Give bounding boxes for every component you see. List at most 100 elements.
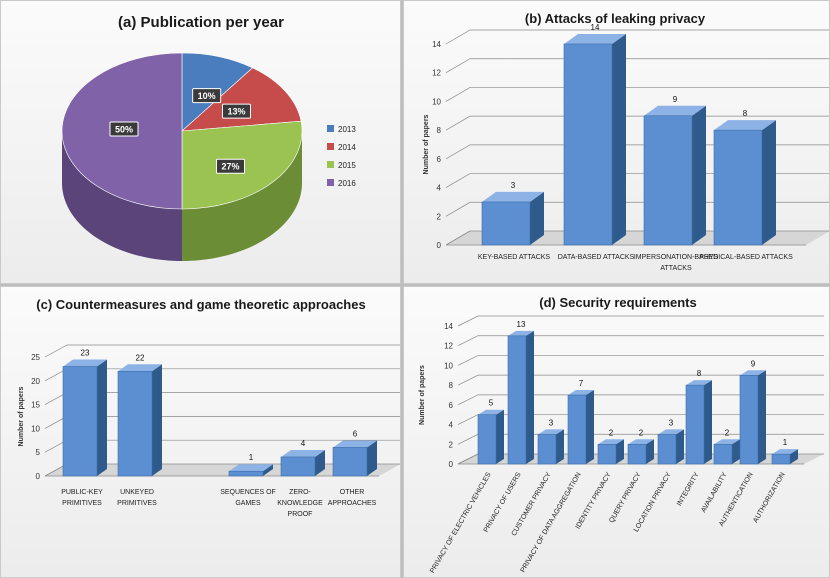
bar-privacy-of-users bbox=[507, 335, 527, 465]
y-tick-8: 8 bbox=[437, 126, 442, 135]
legend-label-2013: 2013 bbox=[338, 125, 356, 134]
category-label-other-approaches: OTHER APPROACHES bbox=[328, 489, 377, 507]
y-tick-12: 12 bbox=[444, 342, 453, 351]
data-label-customer-privacy: 3 bbox=[549, 418, 554, 427]
y-tick-10: 10 bbox=[444, 361, 453, 370]
bar-physical-based-attacks bbox=[713, 129, 763, 246]
bar-top-availability bbox=[714, 439, 740, 445]
y-tick-0: 0 bbox=[449, 460, 454, 469]
category-label-privacy-of-electric-vehicles: PRIVACY OF ELECTRIC VEHICLES bbox=[429, 471, 493, 574]
y-tick-6: 6 bbox=[449, 401, 454, 410]
data-label-authorization: 1 bbox=[783, 438, 788, 447]
bar-zero-knowledge-proof bbox=[280, 456, 316, 477]
bar-authorization bbox=[771, 453, 791, 465]
y-tick-4: 4 bbox=[449, 421, 454, 430]
panel-countermeasures: (c) Countermeasures and game theoretic a… bbox=[0, 286, 401, 578]
y-tick-6: 6 bbox=[437, 155, 442, 164]
gridline bbox=[457, 355, 824, 366]
pie-label-2015: 27% bbox=[221, 162, 239, 172]
pie-label-2014: 13% bbox=[227, 107, 245, 117]
pie-slice-2014 bbox=[181, 67, 302, 132]
bar-chart-countermeasures: (c) Countermeasures and game theoretic a… bbox=[18, 297, 400, 518]
data-label-identity-privacy: 2 bbox=[609, 428, 614, 437]
gridline bbox=[457, 374, 824, 386]
chart-title: (d) Security requirements bbox=[539, 295, 697, 310]
gridline bbox=[445, 58, 829, 74]
y-axis-label: Number of papers bbox=[18, 386, 25, 446]
bar-side-authentication bbox=[758, 370, 766, 464]
chart-title: (b) Attacks of leaking privacy bbox=[525, 11, 706, 26]
data-label-unkeyed-primitives: 22 bbox=[136, 353, 145, 362]
y-tick-12: 12 bbox=[432, 69, 441, 78]
bar-privacy-of-electric-vehicles bbox=[477, 414, 497, 465]
gridline bbox=[445, 87, 829, 102]
bar-identity-privacy bbox=[597, 443, 617, 465]
bar-top-customer-privacy bbox=[538, 429, 564, 435]
data-label-data-based-attacks: 14 bbox=[591, 23, 600, 32]
bar-top-impersonation-based-attacks bbox=[644, 105, 706, 116]
y-tick-14: 14 bbox=[444, 322, 453, 331]
bar-side-identity-privacy bbox=[616, 439, 624, 464]
category-label-availability: AVAILABILITY bbox=[700, 471, 729, 514]
bar-chart-security-requirements: (d) Security requirements02468101214Numb… bbox=[419, 295, 824, 574]
bar-integrity bbox=[685, 384, 705, 465]
category-label-privacy-of-data-aggregation: PRIVACY OF DATA AGGREGATION bbox=[520, 472, 583, 574]
data-label-integrity: 8 bbox=[697, 369, 702, 378]
category-label-impersonation-based-attacks: IMPERSONATION-BASED ATTACKS bbox=[634, 254, 718, 272]
bar-top-zero-knowledge-proof bbox=[281, 449, 325, 457]
gridline bbox=[457, 315, 824, 327]
bar-side-other-approaches bbox=[367, 440, 377, 476]
data-label-privacy-of-users: 13 bbox=[517, 320, 526, 329]
bar-top-physical-based-attacks bbox=[714, 120, 776, 131]
data-label-location-privacy: 3 bbox=[669, 418, 674, 427]
data-label-query-privacy: 2 bbox=[639, 428, 644, 437]
data-label-availability: 2 bbox=[725, 428, 730, 437]
gridline bbox=[445, 115, 829, 131]
category-label-zero-knowledge-proof: ZERO-KNOWLEDGE PROOF bbox=[277, 489, 323, 518]
y-tick-2: 2 bbox=[437, 212, 442, 221]
category-label-sequences-of-games: SEQUENCES OF GAMES bbox=[220, 489, 276, 507]
bar-side-unkeyed-primitives bbox=[152, 364, 162, 476]
gridline bbox=[445, 230, 829, 246]
legend-label-2014: 2014 bbox=[338, 143, 356, 152]
bar-query-privacy bbox=[627, 443, 647, 465]
bar-side-key-based-attacks bbox=[530, 191, 544, 245]
data-label-privacy-of-electric-vehicles: 5 bbox=[489, 399, 494, 408]
bar-unkeyed-primitives bbox=[117, 370, 153, 477]
bar-side-physical-based-attacks bbox=[762, 120, 776, 245]
bar-customer-privacy bbox=[537, 434, 557, 465]
category-label-query-privacy: QUERY PRIVACY bbox=[608, 471, 643, 524]
legend-swatch-2013 bbox=[327, 125, 334, 132]
bar-side-public-key-primitives bbox=[97, 359, 107, 476]
legend-swatch-2015 bbox=[327, 161, 334, 168]
bar-side-privacy-of-users bbox=[526, 330, 534, 464]
bar-data-based-attacks bbox=[563, 43, 613, 246]
gridline bbox=[44, 344, 400, 358]
y-tick-8: 8 bbox=[449, 381, 454, 390]
pie-label-box-2016 bbox=[109, 121, 139, 137]
pie-side-2015 bbox=[182, 131, 302, 261]
bar-other-approaches bbox=[332, 447, 368, 477]
bar-top-key-based-attacks bbox=[482, 191, 544, 202]
y-tick-5: 5 bbox=[36, 448, 41, 457]
bar-top-identity-privacy bbox=[598, 439, 624, 445]
bar-top-privacy-of-data-aggregation bbox=[568, 390, 594, 395]
y-tick-25: 25 bbox=[31, 353, 40, 362]
gridline bbox=[445, 173, 829, 188]
bar-top-location-privacy bbox=[658, 429, 684, 435]
bar-side-authorization bbox=[790, 449, 798, 464]
pie-label-2016: 50% bbox=[115, 125, 133, 135]
pie-label-box-2014 bbox=[221, 103, 251, 119]
bar-key-based-attacks bbox=[481, 201, 531, 246]
category-label-key-based-attacks: KEY-BASED ATTACKS bbox=[478, 254, 551, 261]
bar-top-sequences-of-games bbox=[229, 464, 273, 472]
bar-side-impersonation-based-attacks bbox=[692, 105, 706, 246]
y-tick-10: 10 bbox=[432, 97, 441, 106]
y-tick-4: 4 bbox=[437, 184, 442, 193]
bar-public-key-primitives bbox=[62, 366, 98, 477]
pie-side-2016 bbox=[62, 131, 182, 261]
bar-top-authentication bbox=[740, 370, 766, 376]
category-label-identity-privacy: IDENTITY PRIVACY bbox=[575, 471, 613, 530]
pie-label-box-2015 bbox=[216, 158, 246, 174]
bar-top-other-approaches bbox=[333, 440, 377, 448]
